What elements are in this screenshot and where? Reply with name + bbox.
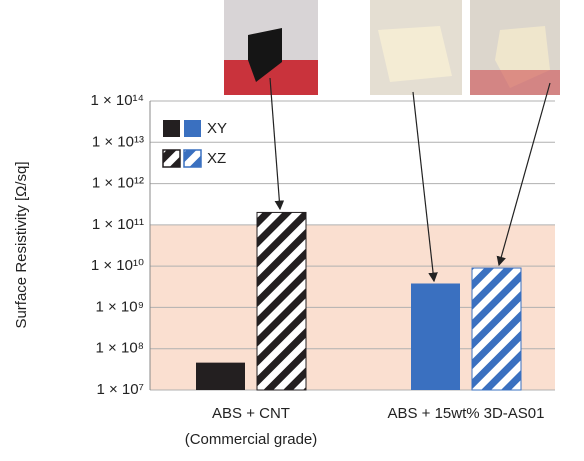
- bar: [411, 283, 460, 390]
- y-axis-label: Surface Resistivity [Ω/sq]: [13, 161, 30, 328]
- y-tick-label: 1 × 10⁷: [96, 381, 144, 398]
- x-tick-label-suffix: 3D-AS01: [484, 405, 545, 422]
- bar: [472, 268, 521, 390]
- legend-swatch: [184, 150, 201, 167]
- legend-label: XY: [207, 120, 227, 137]
- chart: 1 × 10⁷ 1 × 10⁸ 1 × 10⁹ 1 × 10¹⁰ 1 × 10¹¹ 1 ×…: [0, 0, 584, 461]
- photos: [224, 0, 560, 95]
- y-tick-label: 1 × 10⁸: [96, 340, 144, 357]
- legend-swatch: [163, 150, 180, 167]
- y-tick-label: 1 × 10¹³: [92, 133, 144, 150]
- x-tick-label: ABS + 15wt%: [387, 405, 479, 422]
- y-tick-label: 1 × 10¹¹: [92, 216, 144, 233]
- y-tick-label: 1 × 10¹⁴: [90, 92, 144, 109]
- y-tick-label: 1 × 10¹²: [92, 175, 144, 192]
- legend-swatch: [184, 120, 201, 137]
- bar: [257, 212, 306, 390]
- y-tick-label: 1 × 10⁹: [95, 298, 144, 315]
- y-tick-label: 1 × 10¹⁰: [91, 257, 144, 274]
- x-tick-sublabel: (Commercial grade): [185, 431, 318, 448]
- legend-swatch: [163, 120, 180, 137]
- legend-label: XZ: [207, 150, 226, 167]
- bar: [196, 363, 245, 390]
- x-tick-label: ABS + CNT: [212, 405, 290, 422]
